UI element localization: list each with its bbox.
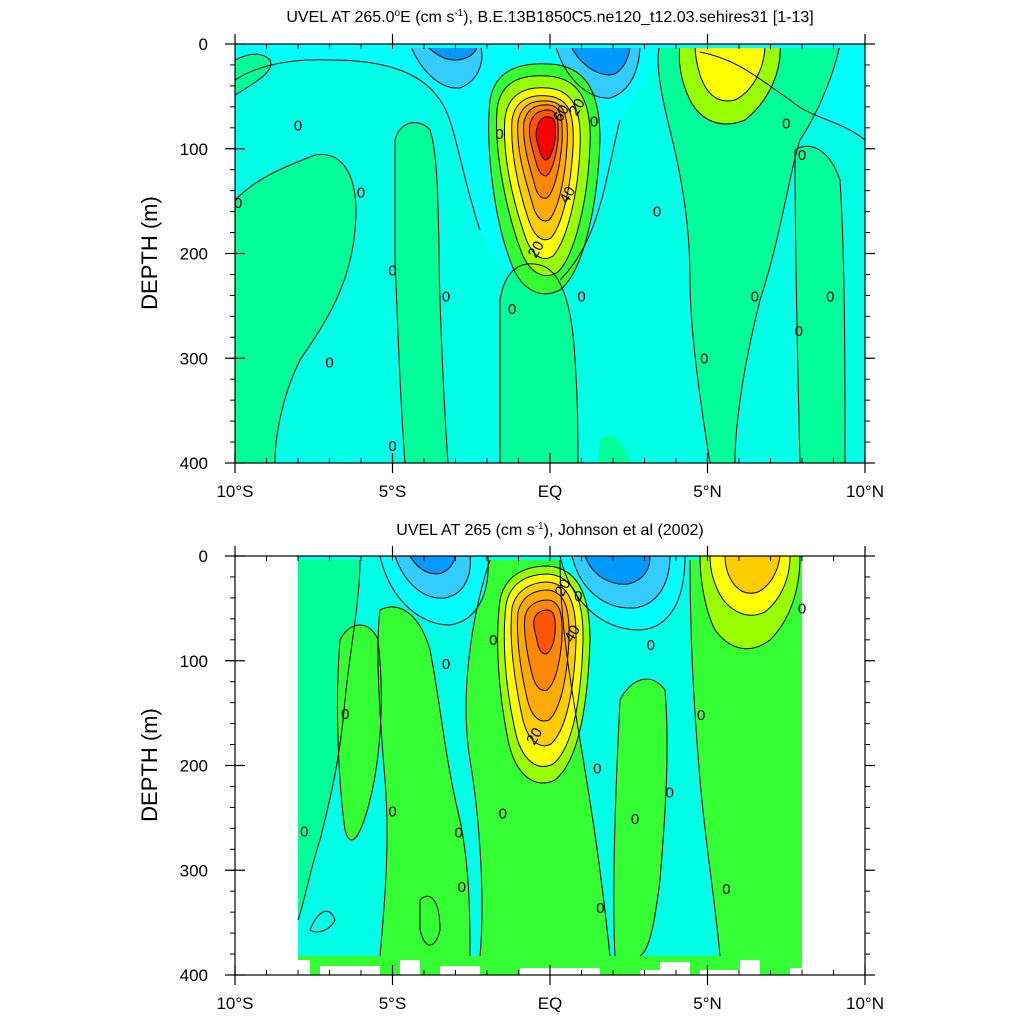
- contour-label: 0: [700, 350, 708, 367]
- contour-label: 20: [551, 576, 574, 599]
- contour-label: 0: [631, 811, 639, 828]
- contour-label: 60: [550, 102, 573, 125]
- contour-band-red-orange: [533, 610, 556, 654]
- panel-title: UVEL AT 265 (cm s-1), Johnson et al (200…: [396, 521, 703, 539]
- contour-label: 0: [798, 147, 806, 164]
- contour-band-light-green: [235, 54, 271, 95]
- contour-label: 0: [341, 706, 349, 723]
- y-tick-label: 0: [199, 35, 208, 54]
- panel-observations: UVEL AT 265 (cm s-1), Johnson et al (200…: [137, 521, 884, 1013]
- contour-band-green: [337, 625, 382, 840]
- x-tick-label: 10°S: [216, 482, 253, 501]
- contour-label: 0: [647, 637, 655, 654]
- contour-label: 20: [566, 96, 589, 119]
- contour-band-light-green: [235, 154, 356, 463]
- contour-label: 0: [300, 823, 308, 840]
- panel-title: UVEL AT 265.0oE (cm s-1), B.E.13B1850C5.…: [286, 8, 813, 26]
- y-tick-label: 200: [180, 757, 208, 776]
- contour-label: 0: [722, 881, 730, 898]
- x-tick-label: 5°S: [379, 482, 407, 501]
- y-tick-label: 300: [180, 349, 208, 368]
- contour-label: 0: [442, 656, 450, 673]
- contour-label: 0: [388, 804, 396, 821]
- contour-label: 0: [294, 118, 302, 135]
- x-tick-label: 5°N: [693, 994, 722, 1013]
- contour-band-light-green: [658, 44, 840, 463]
- contour-band-red: [535, 116, 556, 160]
- y-tick-label: 100: [180, 140, 208, 159]
- contour-label: 0: [590, 114, 598, 131]
- contour-label: 0: [489, 632, 497, 649]
- y-tick-label: 300: [180, 861, 208, 880]
- contour-band-gold: [725, 556, 780, 594]
- contour-label: 0: [458, 879, 466, 896]
- contour-band-light-green: [598, 436, 630, 463]
- contour-band-light-green: [500, 263, 578, 463]
- contour-band-light-blue: [395, 556, 471, 599]
- x-tick-label: 10°N: [846, 482, 884, 501]
- contour-label: 20: [523, 725, 546, 748]
- contour-label: 0: [574, 588, 582, 605]
- contour-label: 0: [577, 288, 585, 305]
- contour-label: 0: [325, 354, 333, 371]
- x-tick-label: 10°S: [216, 994, 253, 1013]
- contour-label: 0: [782, 116, 790, 133]
- x-tick-label: 5°S: [379, 994, 407, 1013]
- x-tick-label: 5°N: [693, 482, 722, 501]
- contour-label: 0: [795, 323, 803, 340]
- y-tick-label: 400: [180, 454, 208, 473]
- panel-model: UVEL AT 265.0oE (cm s-1), B.E.13B1850C5.…: [137, 8, 884, 501]
- contour-label: 0: [499, 806, 507, 823]
- y-tick-label: 400: [180, 966, 208, 985]
- contour-band-green: [377, 606, 470, 956]
- y-tick-label: 0: [199, 547, 208, 566]
- contour-label: 0: [442, 288, 450, 305]
- contour-band-green: [613, 679, 668, 956]
- x-tick-label: EQ: [538, 994, 563, 1013]
- x-tick-label: EQ: [538, 482, 563, 501]
- contour-field: [235, 44, 865, 463]
- contour-band-light-green: [395, 122, 448, 463]
- contour-label: 0: [596, 900, 604, 917]
- y-tick-label: 100: [180, 652, 208, 671]
- y-axis-label: DEPTH (m): [137, 708, 162, 822]
- y-tick-label: 200: [180, 245, 208, 264]
- contour-label: 0: [751, 288, 759, 305]
- contour-label: 0: [697, 707, 705, 724]
- x-tick-label: 10°N: [846, 994, 884, 1013]
- contour-band-green: [690, 560, 802, 956]
- contour-label: 40: [556, 184, 579, 207]
- contour-label: 0: [798, 600, 806, 617]
- contour-label: 0: [388, 262, 396, 279]
- contour-label: 0: [495, 126, 503, 143]
- contour-label: 40: [561, 622, 584, 645]
- y-axis-label: DEPTH (m): [137, 196, 162, 310]
- contour-label: 0: [454, 825, 462, 842]
- contour-label: 0: [357, 185, 365, 202]
- contour-label: 0: [508, 301, 516, 318]
- contour-label: 0: [653, 204, 661, 221]
- contour-label: 0: [826, 288, 834, 305]
- contour-lines: [297, 556, 801, 957]
- contour-band-blue: [585, 556, 650, 585]
- contour-band-light-green: [795, 146, 845, 463]
- contour-field: [297, 556, 802, 975]
- contour-label: 0: [593, 761, 601, 778]
- contour-band-yellow: [695, 44, 765, 101]
- contour-label: 0: [388, 438, 396, 455]
- contour-label: 20: [525, 238, 548, 261]
- contour-band-blue: [410, 556, 455, 574]
- contour-label: 0: [234, 195, 242, 212]
- contour-band-blue: [570, 44, 630, 75]
- contour-label: 0: [666, 785, 674, 802]
- contour-lines: [235, 44, 865, 463]
